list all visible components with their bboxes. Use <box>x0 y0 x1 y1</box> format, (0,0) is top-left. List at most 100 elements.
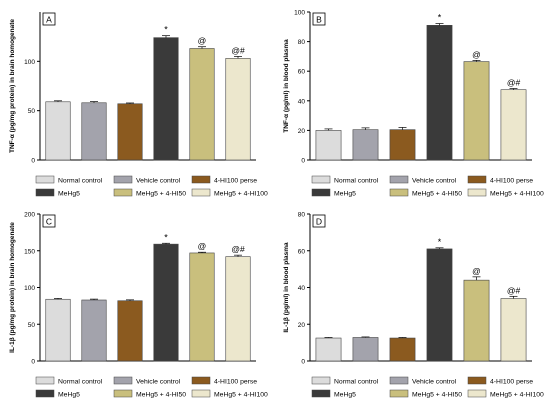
legend-label: MeHg5 + 4-HI100 <box>490 391 544 398</box>
legend-label: Vehicle control <box>412 177 457 184</box>
legend-swatch <box>311 389 331 398</box>
significance-label: @ <box>472 266 481 276</box>
bar <box>153 37 179 161</box>
panel-label-box <box>312 214 326 228</box>
legend-item: MeHg5 <box>311 188 356 197</box>
legend-label: MeHg5 + 4-HI50 <box>412 190 462 197</box>
y-tick-label: 80 <box>298 212 306 219</box>
legend-label: Normal control <box>58 177 103 184</box>
legend-swatch <box>467 175 487 184</box>
legend-item: 4-HI100 perse <box>467 175 533 184</box>
chart-panel-a: 0 50 100 TNF-α (pg/mg protein) in brain hom… <box>9 12 268 197</box>
legend-swatch <box>389 188 409 197</box>
significance-label: * <box>438 237 442 247</box>
legend-swatch <box>311 175 331 184</box>
legend-item: Normal control <box>311 376 379 385</box>
legend-item: Vehicle control <box>389 376 457 385</box>
legend-label: 4-HI100 perse <box>490 177 533 184</box>
panel-label-text: A <box>46 15 52 25</box>
bar <box>153 243 179 362</box>
y-axis-title: TNF-α (pg/ml) in blood plasma <box>283 39 290 133</box>
panel-label-box <box>42 214 56 228</box>
bar <box>426 248 453 362</box>
bar <box>225 256 251 362</box>
y-tick-label: 200 <box>24 212 35 219</box>
legend-label: MeHg5 + 4-HI50 <box>136 391 186 398</box>
legend-item: MeHg5 + 4-HI100 <box>191 188 268 197</box>
bar <box>352 129 379 161</box>
bar <box>81 299 107 362</box>
bar <box>315 130 342 161</box>
bar <box>45 101 71 161</box>
y-tick-label: 0 <box>301 359 305 366</box>
significance-label: @ <box>198 36 207 46</box>
legend-item: MeHg5 + 4-HI50 <box>113 188 186 197</box>
bar <box>45 298 71 362</box>
legend-swatch <box>389 376 409 385</box>
significance-label: @# <box>231 244 245 254</box>
legend-item: MeHg5 + 4-HI100 <box>467 188 544 197</box>
y-tick-label: 100 <box>24 285 35 292</box>
y-tick-label: 20 <box>298 128 306 135</box>
legend-label: MeHg5 <box>334 190 356 197</box>
legend-swatch <box>191 376 211 385</box>
y-axis-title: IL-1β (pg/mg protein) in brain homogenat… <box>9 222 16 353</box>
bar <box>500 89 527 161</box>
panel-label-text: D <box>316 217 322 227</box>
significance-label: * <box>438 13 442 23</box>
panel-label: B <box>312 12 326 26</box>
y-tick-label: 150 <box>24 248 35 255</box>
legend-label: MeHg5 <box>58 391 80 398</box>
legend-item: MeHg5 <box>311 389 356 398</box>
y-tick-label: 20 <box>298 322 306 329</box>
panel-label-text: B <box>316 15 322 25</box>
legend-swatch <box>35 175 55 184</box>
significance-label: @ <box>472 49 481 59</box>
y-axis-title: TNF-α (pg/mg protein) in brain homogenat… <box>9 19 16 153</box>
panel-label-text: C <box>46 217 52 227</box>
y-tick-label: 0 <box>31 359 35 366</box>
bar <box>352 337 379 362</box>
legend-swatch <box>35 188 55 197</box>
bar <box>189 48 215 161</box>
significance-label: @# <box>231 45 245 55</box>
legend-label: Normal control <box>334 177 379 184</box>
panel-label-box <box>312 12 326 26</box>
legend-item: Normal control <box>35 376 103 385</box>
legend-swatch <box>35 376 55 385</box>
legend-swatch <box>311 188 331 197</box>
legend-swatch <box>467 389 487 398</box>
legend-swatch <box>191 188 211 197</box>
legend-swatch <box>35 389 55 398</box>
significance-label: * <box>164 232 168 242</box>
legend-item: Vehicle control <box>113 175 181 184</box>
panel-label: C <box>42 214 56 228</box>
y-tick-label: 0 <box>31 158 35 165</box>
legend-label: 4-HI100 perse <box>214 378 257 385</box>
legend-swatch <box>467 188 487 197</box>
significance-label: * <box>164 25 168 35</box>
chart-panel-d: 0 20 40 60 80 IL-1β (pg/ml) in blood plasma D *… <box>283 212 544 399</box>
legend-swatch <box>191 175 211 184</box>
legend-label: 4-HI100 perse <box>490 378 533 385</box>
legend-swatch <box>389 389 409 398</box>
legend-swatch <box>389 175 409 184</box>
bar <box>463 279 490 362</box>
y-tick-label: 40 <box>298 98 306 105</box>
legend-item: 4-HI100 perse <box>467 376 533 385</box>
legend-swatch <box>113 188 133 197</box>
panel-label-box <box>42 12 56 26</box>
legend-item: Normal control <box>311 175 379 184</box>
legend-label: Normal control <box>58 378 103 385</box>
y-tick-label: 100 <box>24 59 35 66</box>
legend-item: MeHg5 + 4-HI100 <box>191 389 268 398</box>
y-tick-label: 50 <box>28 322 36 329</box>
legend-swatch <box>113 175 133 184</box>
legend-swatch <box>467 376 487 385</box>
legend-item: Normal control <box>35 175 103 184</box>
legend-item: MeHg5 + 4-HI50 <box>113 389 186 398</box>
y-axis-title: IL-1β (pg/ml) in blood plasma <box>283 242 290 333</box>
significance-label: @ <box>198 241 207 251</box>
y-tick-label: 60 <box>298 69 306 76</box>
